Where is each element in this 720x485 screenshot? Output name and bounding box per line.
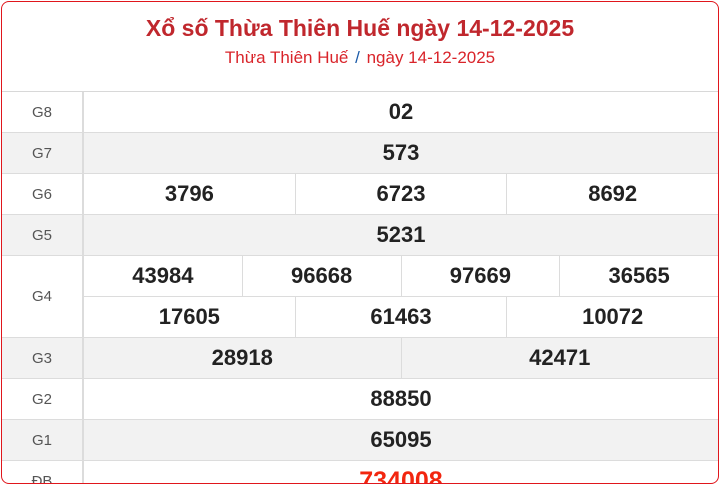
prize-number: 97669	[400, 256, 560, 296]
prize-values: 28918 42471	[84, 338, 718, 378]
prize-row: G2 88850	[2, 379, 718, 420]
prize-line: 734008	[84, 461, 718, 484]
prize-label: ĐB	[2, 461, 84, 483]
breadcrumb-separator: /	[355, 48, 360, 67]
prize-line: 3796 6723 8692	[84, 174, 718, 214]
prize-row: G5 5231	[2, 215, 718, 256]
prize-line: 02	[84, 92, 718, 132]
special-prize-number: 734008	[359, 466, 443, 484]
prize-number: 02	[388, 99, 414, 124]
prize-number: 42471	[400, 338, 719, 378]
prize-label: G5	[2, 215, 84, 255]
prize-number: 10072	[506, 297, 718, 337]
prize-line: 43984 96668 97669 36565	[84, 256, 718, 296]
prize-label: G4	[2, 256, 84, 337]
prize-line: 17605 61463 10072	[84, 296, 718, 337]
prize-number: 8692	[506, 174, 718, 214]
prize-row: G7 573	[2, 133, 718, 174]
prize-number: 28918	[211, 345, 273, 370]
prize-row: G3 28918 42471	[2, 338, 718, 379]
prize-row: G6 3796 6723 8692	[2, 174, 718, 215]
prize-values: 573	[84, 133, 718, 173]
prize-label: G8	[2, 92, 84, 132]
prize-values: 43984 96668 97669 36565 17605 61463 10072	[84, 256, 718, 337]
prize-number: 6723	[294, 174, 507, 214]
prize-line: 28918 42471	[84, 338, 718, 378]
prize-line: 88850	[84, 379, 718, 419]
prize-line: 5231	[84, 215, 718, 255]
prize-number: 17605	[158, 304, 220, 329]
prize-label: G3	[2, 338, 84, 378]
prize-row: ĐB 734008	[2, 461, 718, 484]
prize-row: G8 02	[2, 92, 718, 133]
prize-values: 3796 6723 8692	[84, 174, 718, 214]
prize-values: 88850	[84, 379, 718, 419]
prize-number: 61463	[294, 297, 507, 337]
prize-label: G6	[2, 174, 84, 214]
prize-line: 65095	[84, 420, 718, 460]
prize-values: 734008	[84, 461, 718, 484]
prize-line: 573	[84, 133, 718, 173]
prize-values: 5231	[84, 215, 718, 255]
results-table: G8 02 G7 573 G6 3796 6723 8692 G5 5231 G4 43984 9666…	[2, 92, 718, 484]
prize-label: G2	[2, 379, 84, 419]
prize-number: 36565	[559, 256, 718, 296]
prize-number: 43984	[132, 263, 194, 288]
page-title: Xổ số Thừa Thiên Huế ngày 14-12-2025	[145, 15, 575, 41]
prize-number: 96668	[241, 256, 401, 296]
breadcrumb-date[interactable]: ngày 14-12-2025	[366, 48, 496, 67]
prize-number: 5231	[376, 222, 426, 247]
prize-values: 65095	[84, 420, 718, 460]
prize-label: G7	[2, 133, 84, 173]
prize-number: 573	[382, 140, 420, 165]
breadcrumb-province[interactable]: Thừa Thiên Huế	[224, 48, 349, 67]
results-header: Xổ số Thừa Thiên Huế ngày 14-12-2025 Thừ…	[2, 14, 718, 92]
prize-row: G4 43984 96668 97669 36565 17605 61463 10072	[2, 256, 718, 338]
prize-number: 65095	[370, 427, 432, 452]
prize-values: 02	[84, 92, 718, 132]
breadcrumb: Thừa Thiên Huế / ngày 14-12-2025	[2, 46, 718, 70]
prize-number: 3796	[164, 181, 214, 206]
prize-number: 88850	[370, 386, 432, 411]
prize-label: G1	[2, 420, 84, 460]
prize-row: G1 65095	[2, 420, 718, 461]
